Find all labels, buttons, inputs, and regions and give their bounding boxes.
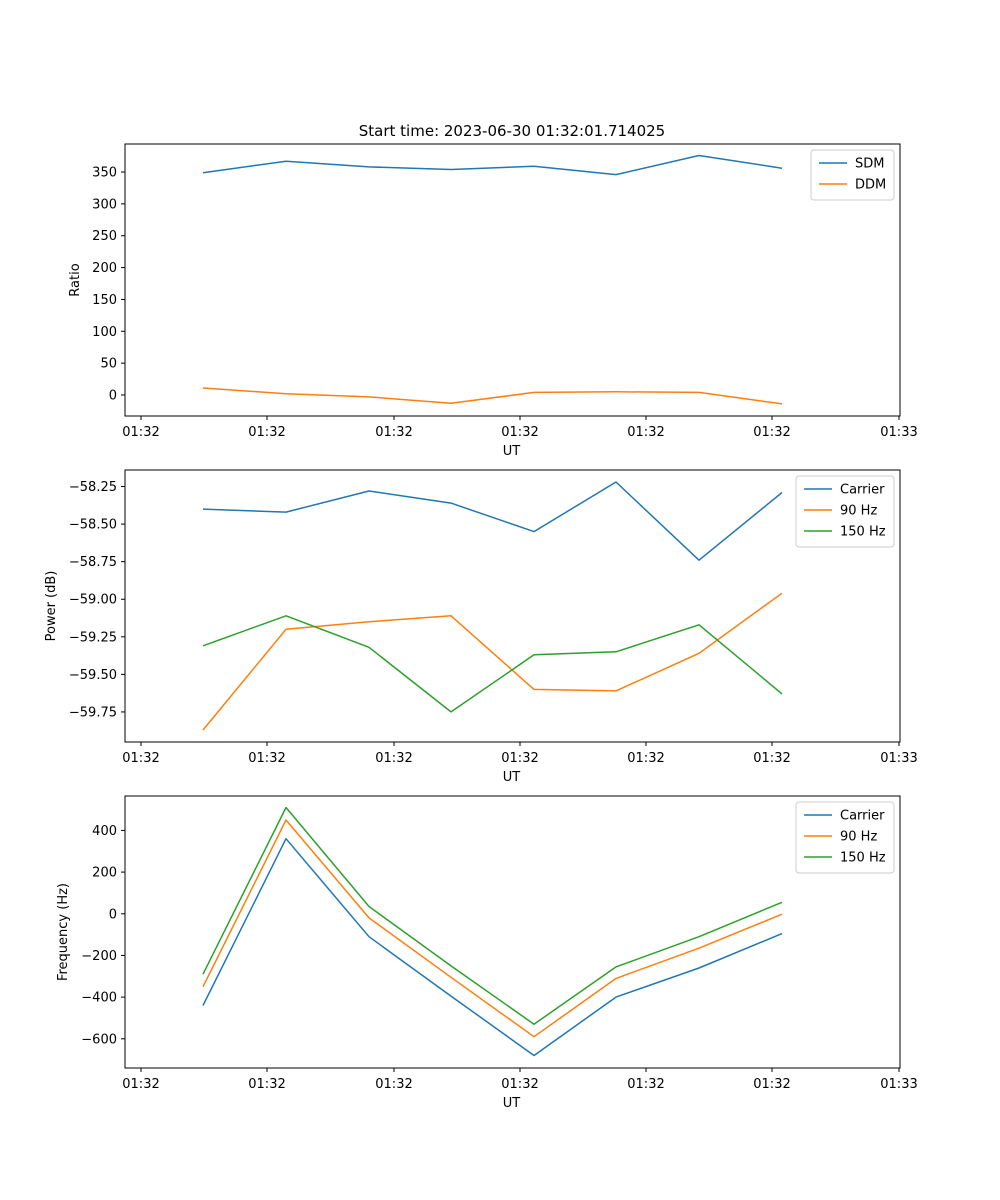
y-tick-label: −400	[81, 991, 117, 1006]
x-tick-label: 01:32	[501, 1077, 538, 1092]
axes-frame	[124, 143, 901, 417]
y-tick-label: −59.75	[69, 705, 117, 720]
x-tick-label: 01:32	[248, 425, 285, 440]
x-tick-label: 01:32	[122, 425, 159, 440]
y-tick-label: 150	[92, 293, 117, 308]
y-tick-label: −58.25	[69, 480, 117, 495]
x-tick-label: 01:32	[375, 1077, 412, 1092]
x-tick-label: 01:33	[880, 425, 917, 440]
legend-box	[795, 801, 895, 874]
y-tick-label: 400	[92, 824, 117, 839]
x-tick-label: 01:32	[627, 751, 664, 766]
y-tick-label: 0	[109, 907, 117, 922]
y-tick-label: 250	[92, 229, 117, 244]
series-line-90-hz	[202, 592, 783, 731]
axes-frame	[124, 795, 901, 1069]
legend-entry: 90 Hz	[840, 504, 877, 519]
plots-container: 0 50 100 150 200 250 300 350 01:32 01:32 01:32 01:3…	[44, 143, 918, 1111]
legend-entry: Carrier	[840, 483, 885, 498]
x-tick-label: 01:32	[627, 425, 664, 440]
series-line-90-hz	[202, 819, 783, 1038]
y-tick-label: 200	[92, 261, 117, 276]
axes-frame	[124, 469, 901, 743]
legend: Carrier 90 Hz 150 Hz	[795, 801, 895, 874]
x-tick-label: 01:32	[627, 1077, 664, 1092]
y-tick-label: 350	[92, 166, 117, 181]
y-tick-label: −58.75	[69, 555, 117, 570]
figure-title: Start time: 2023-06-30 01:32:01.714025	[359, 122, 665, 140]
legend-entry: Carrier	[840, 809, 885, 824]
series-line-carrier	[202, 481, 783, 561]
x-axis-label: UT	[503, 770, 521, 785]
series-line-ddm	[202, 387, 783, 405]
y-axis-label: Frequency (Hz)	[56, 883, 71, 981]
y-tick-label: −59.00	[69, 593, 117, 608]
x-tick-label: 01:32	[375, 751, 412, 766]
x-tick-label: 01:32	[248, 751, 285, 766]
y-tick-label: −58.50	[69, 518, 117, 533]
x-tick-label: 01:33	[880, 751, 917, 766]
y-axis-label: Power (dB)	[44, 571, 59, 642]
x-tick-label: 01:32	[375, 425, 412, 440]
legend-entry: DDM	[855, 178, 886, 193]
subplot-3: −600 −400 −200 0 200 400 01:32 01:32 01:32 01:32 0…	[56, 795, 918, 1111]
x-tick-label: 01:32	[248, 1077, 285, 1092]
subplot-2: −59.75 −59.50 −59.25 −59.00 −58.75 −58.50 −58.…	[44, 469, 918, 785]
y-tick-label: 300	[92, 197, 117, 212]
x-tick-label: 01:32	[501, 751, 538, 766]
legend: SDM DDM	[810, 149, 895, 201]
legend: Carrier 90 Hz 150 Hz	[795, 475, 895, 548]
legend-entry: 150 Hz	[840, 851, 886, 866]
y-tick-label: −600	[81, 1032, 117, 1047]
x-axis-label: UT	[503, 444, 521, 459]
y-axis-label: Ratio	[68, 263, 83, 296]
x-tick-label: 01:33	[880, 1077, 917, 1092]
y-tick-label: −59.25	[69, 630, 117, 645]
x-tick-label: 01:32	[753, 425, 790, 440]
x-tick-label: 01:32	[122, 751, 159, 766]
y-tick-label: 100	[92, 325, 117, 340]
y-tick-label: −200	[81, 949, 117, 964]
x-tick-label: 01:32	[122, 1077, 159, 1092]
series-line-150-hz	[202, 806, 783, 1025]
x-axis-label: UT	[503, 1096, 521, 1111]
legend-entry: 90 Hz	[840, 830, 877, 845]
series-line-150-hz	[202, 615, 783, 713]
legend-entry: SDM	[855, 157, 884, 172]
x-tick-label: 01:32	[753, 751, 790, 766]
y-tick-label: 200	[92, 866, 117, 881]
x-tick-label: 01:32	[501, 425, 538, 440]
legend-box	[795, 475, 895, 548]
y-tick-label: 50	[100, 357, 117, 372]
y-tick-label: 0	[109, 388, 117, 403]
subplot-1: 0 50 100 150 200 250 300 350 01:32 01:32 01:32 01:3…	[68, 143, 918, 459]
series-line-carrier	[202, 837, 783, 1057]
series-line-sdm	[202, 154, 783, 176]
x-tick-label: 01:32	[753, 1077, 790, 1092]
y-tick-label: −59.50	[69, 668, 117, 683]
legend-entry: 150 Hz	[840, 525, 886, 540]
